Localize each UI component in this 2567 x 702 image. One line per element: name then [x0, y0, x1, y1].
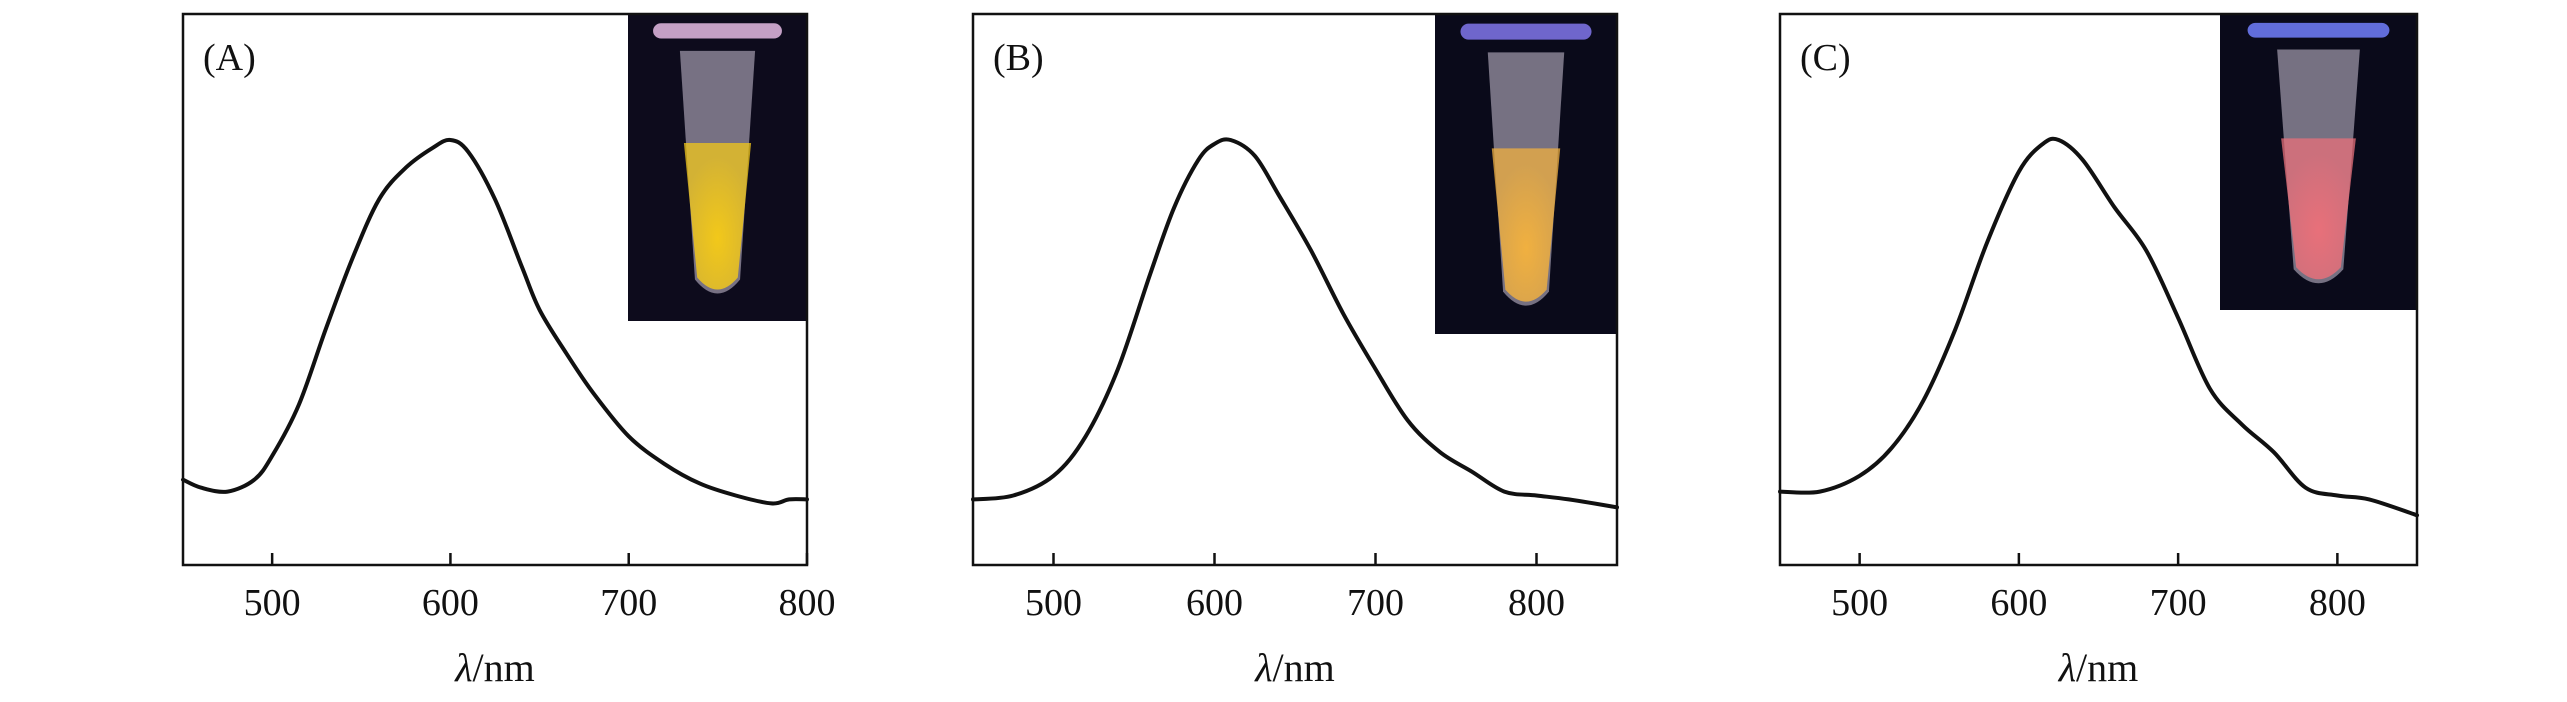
panel-label: (C)	[1800, 37, 1851, 79]
tube-liquid	[683, 142, 752, 290]
tube-photo-b	[1435, 14, 1617, 334]
tube-cap	[653, 23, 782, 39]
x-tick-label-700: 700	[600, 582, 657, 624]
series-line-1	[1778, 136, 2419, 518]
x-axis-label: λ/nm	[1254, 645, 1335, 690]
x-tick-label-500: 500	[1831, 582, 1888, 624]
tube-liquid	[2281, 138, 2356, 280]
x-axis-label-unit: /nm	[2076, 645, 2138, 690]
chart-panel-3: 500 600 700 800 (C) λ/nm	[1778, 12, 2419, 690]
tube-photo-c	[2220, 14, 2417, 310]
plot-frame	[1778, 12, 2419, 567]
x-tick-label-800: 800	[779, 582, 836, 624]
x-axis-label-symbol: λ	[2058, 645, 2076, 690]
x-axis-label-symbol: λ	[454, 645, 472, 690]
x-tick-label-800: 800	[2309, 582, 2366, 624]
series-line-1	[971, 137, 1619, 510]
x-axis-label-symbol: λ	[1254, 645, 1272, 690]
tube-liquid	[1491, 148, 1561, 302]
x-tick-label-800: 800	[1508, 582, 1565, 624]
chart-panel-1: 500 600 700 800 (A) λ/nm	[181, 12, 836, 690]
x-tick-label-500: 500	[1025, 582, 1082, 624]
x-tick-label-600: 600	[1990, 582, 2047, 624]
x-axis-label-unit: /nm	[473, 645, 535, 690]
chart-panel-2: 500 600 700 800 (B) λ/nm	[971, 12, 1619, 690]
tube-photo-a	[628, 14, 807, 321]
x-axis-label: λ/nm	[454, 645, 535, 690]
x-tick-label-500: 500	[244, 582, 301, 624]
x-tick-label-700: 700	[1347, 582, 1404, 624]
tube-cap	[1460, 23, 1592, 40]
x-axis-label: λ/nm	[2058, 645, 2139, 690]
series-line-1	[181, 137, 809, 506]
x-axis-label-unit: /nm	[1273, 645, 1335, 690]
plot-frame	[181, 12, 809, 567]
panel-label: (B)	[993, 37, 1044, 79]
x-tick-label-600: 600	[1186, 582, 1243, 624]
plot-frame	[971, 12, 1619, 567]
tube-cap	[2247, 22, 2390, 38]
x-tick-label-600: 600	[422, 582, 479, 624]
panel-label: (A)	[203, 37, 256, 79]
x-tick-label-700: 700	[2150, 582, 2207, 624]
